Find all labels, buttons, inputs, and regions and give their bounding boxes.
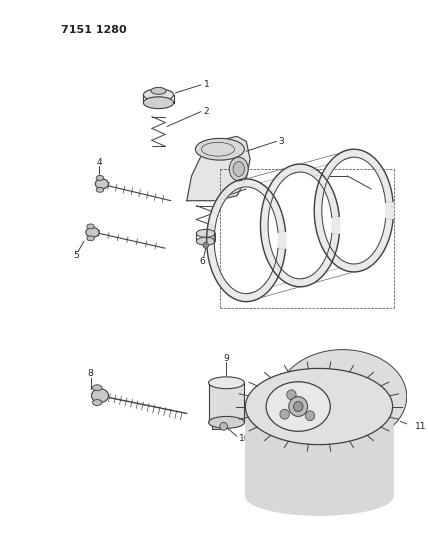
Ellipse shape: [195, 139, 244, 160]
Polygon shape: [261, 164, 340, 287]
Ellipse shape: [92, 389, 108, 402]
Text: 5: 5: [74, 251, 79, 260]
Text: 11: 11: [415, 422, 427, 431]
Ellipse shape: [229, 157, 248, 181]
Ellipse shape: [95, 179, 108, 189]
Text: 12: 12: [310, 169, 322, 179]
Circle shape: [287, 390, 296, 400]
Ellipse shape: [208, 416, 244, 429]
Polygon shape: [314, 149, 393, 272]
Text: 3: 3: [278, 137, 284, 146]
Circle shape: [294, 401, 303, 411]
Ellipse shape: [278, 350, 407, 443]
Ellipse shape: [151, 87, 166, 94]
Ellipse shape: [143, 97, 174, 109]
Circle shape: [220, 422, 227, 430]
Ellipse shape: [208, 377, 244, 389]
Text: 2: 2: [204, 107, 209, 116]
Text: 7: 7: [221, 189, 226, 198]
Ellipse shape: [196, 229, 215, 237]
Ellipse shape: [87, 236, 94, 241]
Polygon shape: [187, 136, 250, 201]
Ellipse shape: [96, 187, 104, 192]
Ellipse shape: [86, 228, 99, 237]
Circle shape: [280, 409, 289, 419]
Text: 9: 9: [223, 353, 229, 362]
Circle shape: [203, 243, 208, 248]
Ellipse shape: [92, 385, 102, 391]
Polygon shape: [207, 179, 286, 302]
Ellipse shape: [245, 368, 392, 445]
Ellipse shape: [92, 400, 102, 406]
Ellipse shape: [87, 224, 94, 229]
Polygon shape: [212, 423, 220, 429]
Ellipse shape: [96, 175, 104, 180]
Text: 8: 8: [88, 369, 93, 378]
Bar: [208, 383, 244, 422]
Ellipse shape: [233, 161, 244, 176]
Ellipse shape: [266, 382, 330, 431]
Text: 10: 10: [239, 434, 250, 443]
Text: 6: 6: [199, 256, 205, 265]
Circle shape: [289, 397, 308, 416]
Text: 1: 1: [204, 80, 210, 90]
Text: 4: 4: [96, 158, 102, 167]
Text: 7151 1280: 7151 1280: [61, 26, 127, 36]
Ellipse shape: [196, 237, 215, 245]
Circle shape: [305, 411, 315, 421]
Ellipse shape: [143, 89, 174, 101]
